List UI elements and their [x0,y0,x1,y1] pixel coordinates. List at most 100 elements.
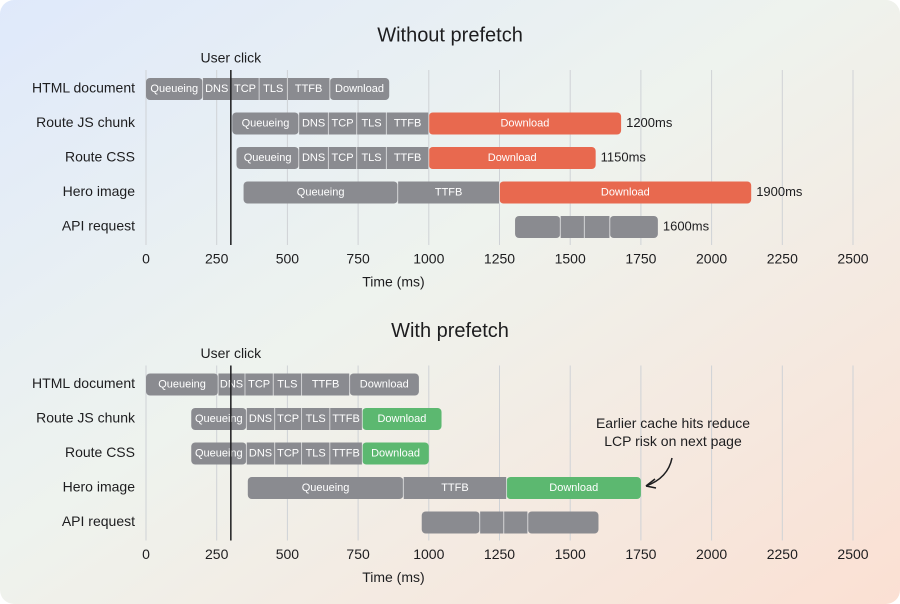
row-label: API request [62,218,135,234]
row-label: Route CSS [65,444,135,460]
segment-label: Download [549,482,598,494]
x-tick-label: 2250 [767,546,798,562]
x-tick-label: 1750 [625,251,656,267]
segment-label: Queueing [195,447,243,459]
annotation: Earlier cache hits reduce [596,415,750,431]
segment-label: TTFB [441,482,469,494]
segment-label: DNS [302,152,325,164]
segment [247,477,404,499]
segment [301,408,330,430]
segment [479,511,504,534]
segment [428,112,622,135]
x-tick-label: 750 [346,251,370,267]
segment-label: Download [601,186,650,198]
segment [329,442,363,465]
x-tick-label: 1250 [484,546,515,562]
segment-label: TTFB [332,447,360,459]
segment [246,442,275,465]
segment [560,216,585,238]
segment [298,147,329,169]
segment-label: TCP [277,447,299,459]
row-label: Route CSS [65,149,135,165]
segment-label: TTFB [394,152,422,164]
x-tick-label: 2000 [696,251,727,267]
segment [236,147,299,169]
segment [259,78,288,100]
segment [397,181,500,204]
segment-label: TCP [332,152,354,164]
segment-label: TTFB [295,83,323,95]
segment-label: Download [371,447,420,459]
segment [329,408,363,430]
x-tick-label: 500 [276,546,300,562]
x-tick-label: 2000 [696,546,727,562]
segment [246,408,275,430]
x-tick-label: 2500 [837,546,868,562]
segment-label: TLS [361,152,381,164]
row-label: HTML document [32,80,135,96]
segment [274,442,302,465]
annotation-arrowhead [645,478,657,489]
x-tick-label: 2500 [837,251,868,267]
segment-label: TLS [361,117,381,129]
segment [503,511,528,534]
segment [146,373,219,396]
segment [356,147,387,169]
duration-label: 1600ms [663,218,710,233]
segment [301,373,350,396]
x-tick-label: 1000 [413,251,444,267]
segment [386,112,429,135]
row-label: Route JS chunk [36,114,136,130]
segment-label: Download [335,83,384,95]
segment [328,112,357,135]
x-tick-label: 1750 [625,546,656,562]
segment [202,78,231,100]
segment [328,147,357,169]
segment-label: Download [377,413,426,425]
segment-label: Queueing [150,83,198,95]
segment [274,408,302,430]
segment [403,477,507,499]
x-tick-label: 500 [276,251,300,267]
segment [244,373,274,396]
x-tick-label: 250 [205,251,229,267]
segment [243,181,398,204]
annotation: LCP risk on next page [604,433,742,449]
segment [191,408,247,430]
segment [584,216,610,238]
segment [191,442,247,465]
segment [298,112,329,135]
segment-label: TTFB [312,378,340,390]
segment [386,147,429,169]
chart-title: Without prefetch [377,24,523,46]
row-label: API request [62,513,135,529]
segment-label: TCP [234,83,256,95]
segment-label: TCP [332,117,354,129]
x-tick-label: 1000 [413,546,444,562]
segment-label: TLS [277,378,297,390]
segment [527,511,599,534]
segment-label: Queueing [244,152,292,164]
duration-label: 1200ms [626,115,673,130]
segment-label: Download [500,117,549,129]
marker-label: User click [201,50,263,66]
segment-label: DNS [249,447,272,459]
segment-label: Queueing [302,482,350,494]
segment [362,442,429,465]
segment [146,78,203,100]
marker-label: User click [201,345,263,361]
segment-label: Download [488,152,537,164]
x-tick-label: 1250 [484,251,515,267]
segment [506,477,641,499]
x-tick-label: 0 [142,546,150,562]
segment-label: Queueing [297,186,345,198]
segment-label: TLS [306,447,326,459]
segment-label: TLS [263,83,283,95]
segment [273,373,302,396]
x-axis-label: Time (ms) [362,569,424,585]
segment [349,373,419,396]
row-label: Hero image [63,183,136,199]
segment [499,181,752,204]
x-tick-label: 2250 [767,251,798,267]
chart-title: With prefetch [391,320,509,342]
